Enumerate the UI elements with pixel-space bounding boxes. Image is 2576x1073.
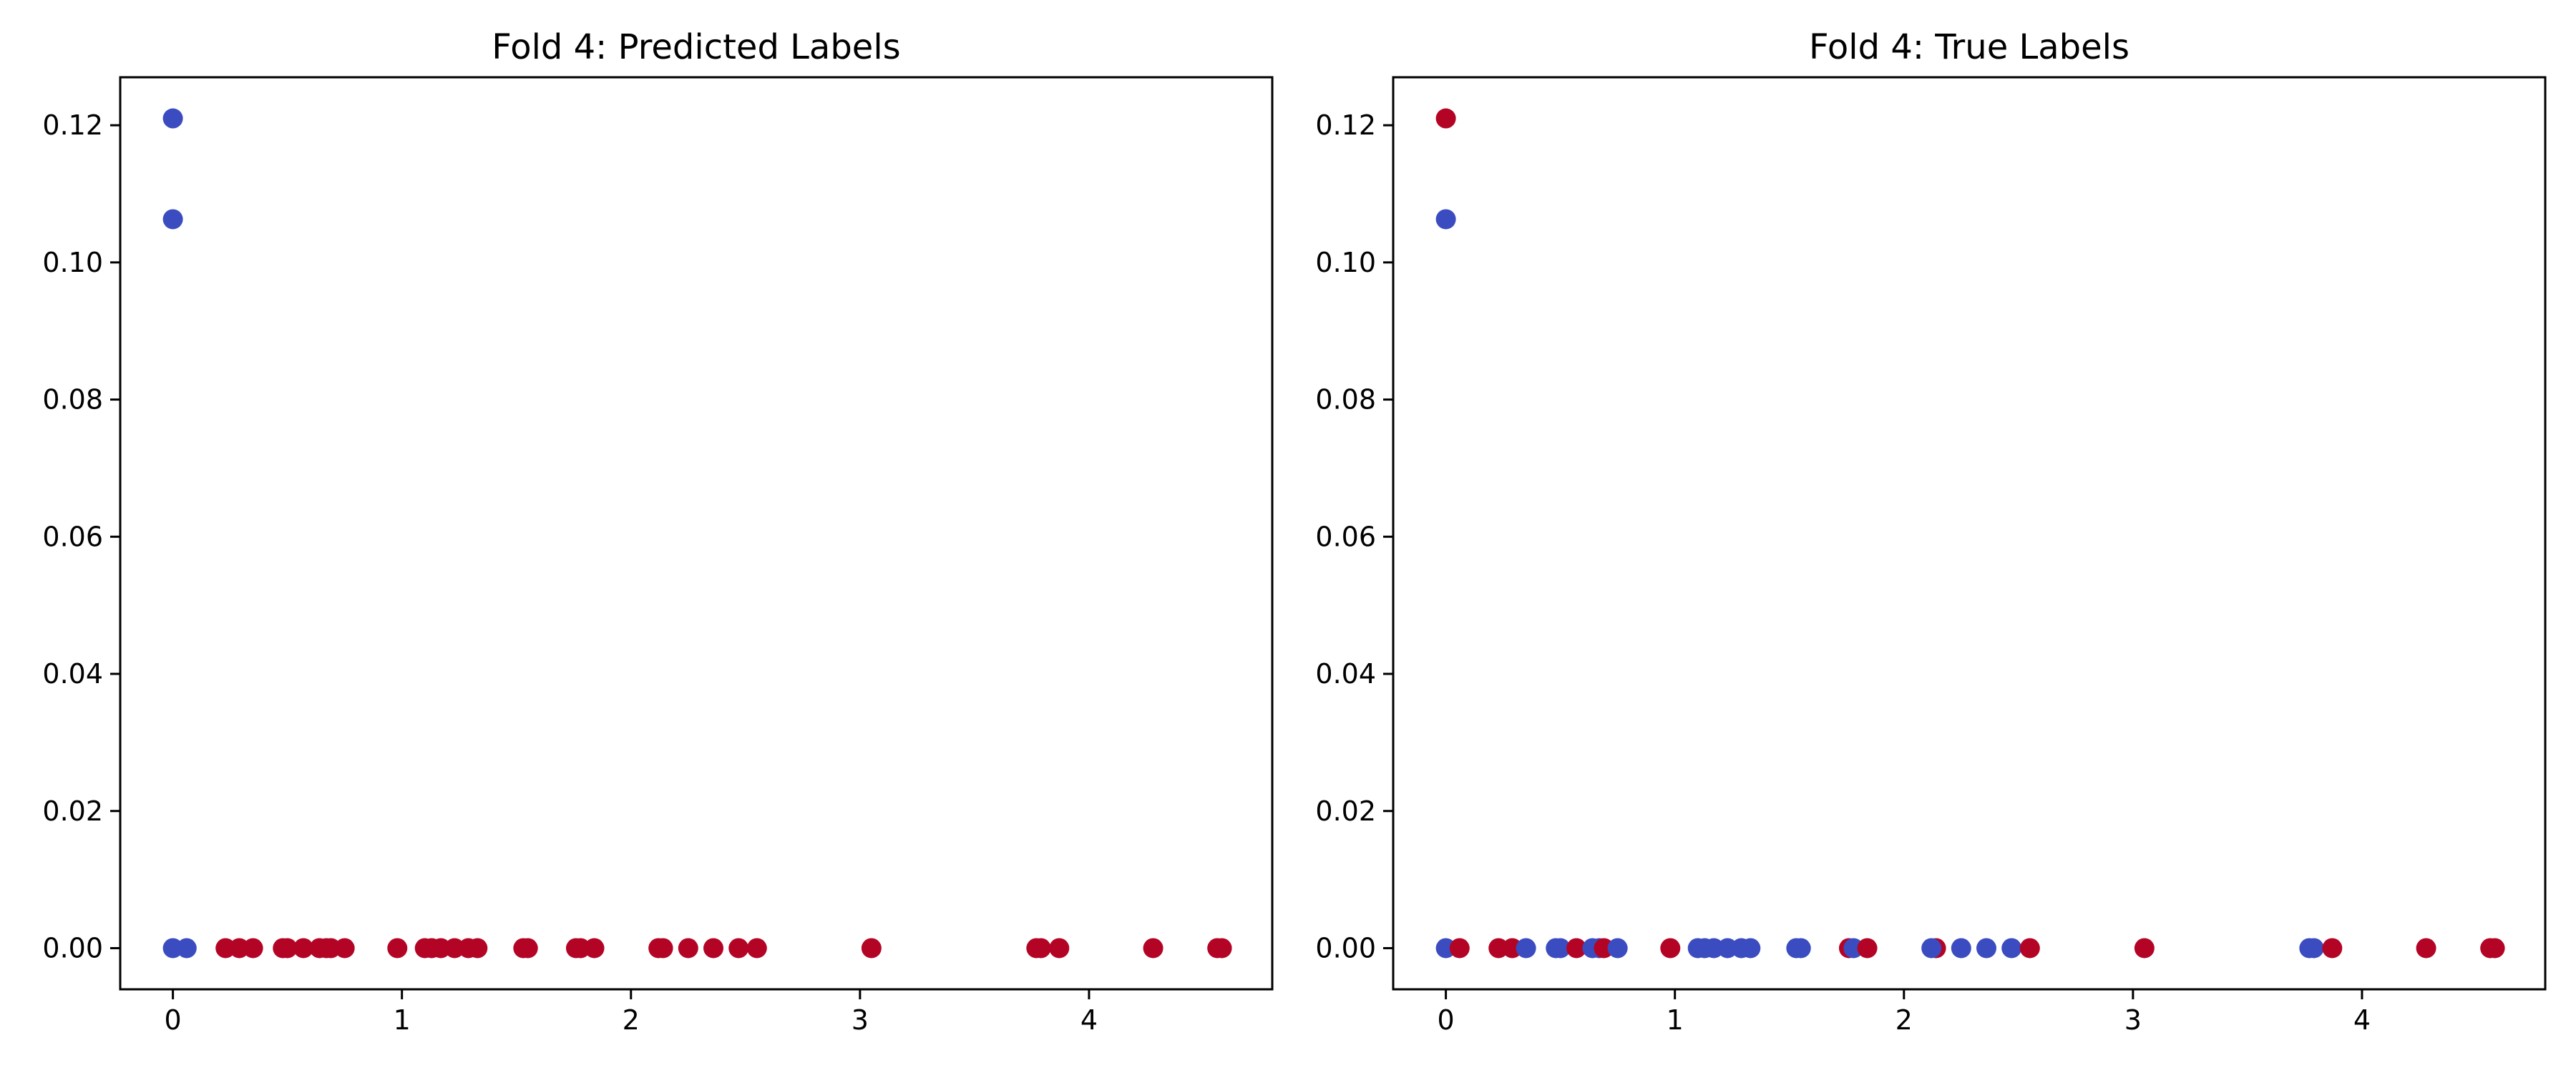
data-point (1717, 938, 1738, 959)
x-tick-label: 1 (394, 1004, 411, 1036)
data-point (293, 938, 314, 959)
data-point (1488, 938, 1509, 959)
data-point (2322, 938, 2343, 959)
data-point (746, 938, 767, 959)
data-point (1857, 938, 1878, 959)
data-point (1660, 938, 1681, 959)
data-point (431, 938, 452, 959)
plot-frame (1392, 76, 2547, 991)
y-tick-label: 0.12 (42, 109, 103, 141)
x-tick-label: 2 (1896, 1004, 1913, 1036)
y-tick-label: 0.02 (1315, 795, 1376, 827)
data-point (1790, 938, 1811, 959)
data-point (334, 938, 355, 959)
data-point (2019, 938, 2040, 959)
right-plot-true-labels: Fold 4: True Labels 0 1 2 3 4 0.00 0.02 0.04 0.06… (1315, 27, 2547, 1036)
data-point (162, 209, 183, 230)
y-tick-label: 0.04 (1315, 658, 1376, 690)
data-point (1550, 938, 1571, 959)
data-point (229, 938, 250, 959)
data-point (1502, 938, 1523, 959)
data-point (1030, 938, 1051, 959)
data-point (176, 938, 197, 959)
data-point (1143, 938, 1163, 959)
data-point (467, 938, 488, 959)
y-tick-label: 0.06 (42, 521, 103, 552)
data-point (2416, 938, 2436, 959)
y-tick-label: 0.00 (1315, 932, 1376, 964)
data-point (1704, 938, 1724, 959)
data-point (1921, 938, 1942, 959)
y-tick-label: 0.00 (42, 932, 103, 964)
x-tick-label: 0 (1438, 1004, 1455, 1036)
y-tick-label: 0.04 (42, 658, 103, 690)
y-tick-label: 0.08 (42, 384, 103, 416)
data-point (162, 938, 183, 959)
plot-frame (119, 76, 1274, 991)
x-tick-label: 3 (2124, 1004, 2142, 1036)
data-point (703, 938, 724, 959)
data-point (1516, 938, 1536, 959)
data-point (1211, 938, 1232, 959)
data-point (1976, 938, 1997, 959)
data-point (1449, 938, 1470, 959)
data-point (653, 938, 673, 959)
data-point (2303, 938, 2324, 959)
data-point (2134, 938, 2155, 959)
left-plot-predicted-labels: Fold 4: Predicted Labels 0 1 2 3 4 0.00 0.02 0.0… (42, 27, 1274, 1036)
data-point (1435, 209, 1456, 230)
data-point (861, 938, 882, 959)
x-tick-label: 1 (1667, 1004, 1684, 1036)
data-point (1435, 108, 1456, 129)
data-point (678, 938, 698, 959)
y-tick-label: 0.12 (1315, 109, 1376, 141)
data-point (2001, 938, 2022, 959)
data-point (1843, 938, 1864, 959)
data-point (1951, 938, 1971, 959)
data-point (444, 938, 465, 959)
y-tick-label: 0.10 (1315, 247, 1376, 278)
chart-title: Fold 4: True Labels (1809, 27, 2129, 67)
data-point (277, 938, 298, 959)
y-tick-label: 0.08 (1315, 384, 1376, 416)
y-tick-label: 0.10 (42, 247, 103, 278)
data-point (321, 938, 341, 959)
data-point (517, 938, 538, 959)
data-point (387, 938, 408, 959)
y-tick-label: 0.06 (1315, 521, 1376, 552)
y-tick-label: 0.02 (42, 795, 103, 827)
data-point (243, 938, 263, 959)
data-point (1049, 938, 1070, 959)
x-tick-label: 4 (1080, 1004, 1098, 1036)
data-point (1435, 938, 1456, 959)
data-point (162, 108, 183, 129)
data-point (570, 938, 591, 959)
x-tick-label: 4 (2353, 1004, 2371, 1036)
data-point (1566, 938, 1587, 959)
data-point (1594, 938, 1614, 959)
x-tick-label: 0 (165, 1004, 182, 1036)
data-point (2484, 938, 2505, 959)
x-tick-label: 3 (852, 1004, 869, 1036)
data-point (584, 938, 605, 959)
data-point (215, 938, 236, 959)
chart-title: Fold 4: Predicted Labels (492, 27, 900, 67)
x-tick-label: 2 (623, 1004, 640, 1036)
data-point (728, 938, 749, 959)
data-point (1740, 938, 1761, 959)
data-point (1607, 938, 1628, 959)
